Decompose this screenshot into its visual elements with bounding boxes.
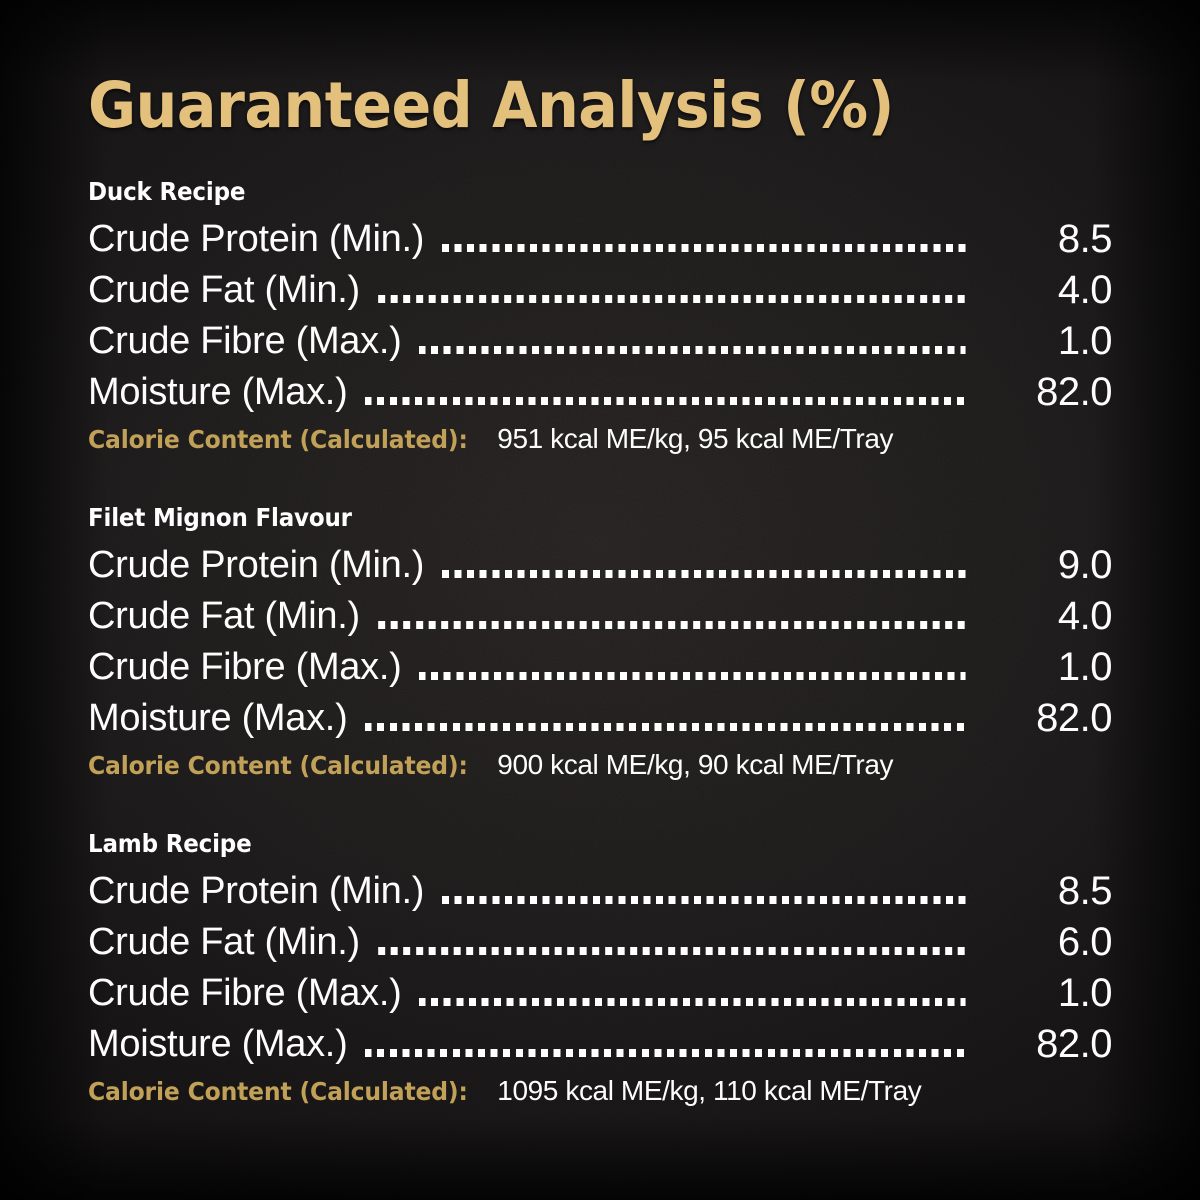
nutrient-value: 6.0 — [1057, 920, 1113, 964]
nutrient-value: 82.0 — [1036, 1022, 1112, 1066]
nutrient-value: 82.0 — [1036, 370, 1112, 414]
dotted-leader — [365, 1049, 966, 1057]
dotted-leader — [377, 295, 966, 303]
nutrient-value: 4.0 — [1057, 594, 1113, 638]
nutrient-label: Crude Fat (Min.) — [88, 269, 360, 311]
analysis-row: Crude Fibre (Max.) 1.0 — [88, 966, 1113, 1017]
nutrient-value: 4.0 — [1057, 268, 1113, 312]
nutrient-label: Moisture (Max.) — [88, 697, 348, 739]
nutrient-label: Crude Fibre (Max.) — [88, 972, 402, 1014]
dotted-leader — [442, 896, 966, 904]
analysis-row: Crude Fibre (Max.) 1.0 — [88, 314, 1113, 365]
nutrient-value: 1.0 — [1057, 971, 1113, 1015]
recipe-section-filet-mignon: Filet Mignon Flavour Crude Protein (Min.… — [88, 503, 1113, 787]
recipe-heading: Lamb Recipe — [88, 829, 252, 858]
nutrient-value: 1.0 — [1057, 319, 1113, 363]
dotted-leader — [377, 947, 966, 955]
nutrient-label: Crude Protein (Min.) — [88, 218, 425, 260]
dotted-leader — [442, 244, 966, 252]
calorie-content-line: Calorie Content (Calculated): 1095 kcal … — [88, 1074, 1112, 1113]
nutrient-value: 82.0 — [1036, 696, 1112, 740]
analysis-row: Moisture (Max.) 82.0 — [88, 691, 1113, 742]
nutrient-value: 8.5 — [1057, 217, 1113, 261]
calorie-content-label: Calorie Content (Calculated): — [88, 1077, 468, 1106]
nutrient-label: Moisture (Max.) — [88, 371, 348, 413]
recipe-section-lamb: Lamb Recipe Crude Protein (Min.) 8.5 Cru… — [88, 829, 1113, 1113]
dotted-leader — [442, 570, 966, 578]
analysis-row: Crude Protein (Min.) 8.5 — [88, 212, 1113, 263]
calorie-content-label: Calorie Content (Calculated): — [88, 751, 468, 780]
calorie-content-value: 1095 kcal ME/kg, 110 kcal ME/Tray — [489, 1075, 922, 1106]
recipe-section-duck: Duck Recipe Crude Protein (Min.) 8.5 Cru… — [88, 177, 1113, 461]
nutrient-label: Crude Fibre (Max.) — [88, 320, 402, 362]
dotted-leader — [419, 998, 966, 1006]
analysis-row: Crude Protein (Min.) 8.5 — [88, 864, 1113, 915]
analysis-row: Crude Fibre (Max.) 1.0 — [88, 640, 1113, 691]
dotted-leader — [377, 621, 966, 629]
nutrient-value: 9.0 — [1057, 543, 1113, 587]
calorie-content-value: 951 kcal ME/kg, 95 kcal ME/Tray — [489, 423, 894, 454]
analysis-row: Crude Fat (Min.) 6.0 — [88, 915, 1113, 966]
nutrient-label: Crude Fat (Min.) — [88, 595, 360, 637]
nutrient-label: Crude Protein (Min.) — [88, 870, 425, 912]
dotted-leader — [365, 723, 966, 731]
nutrient-label: Moisture (Max.) — [88, 1023, 348, 1065]
analysis-row: Crude Protein (Min.) 9.0 — [88, 538, 1113, 589]
analysis-row: Moisture (Max.) 82.0 — [88, 1017, 1113, 1068]
nutrient-value: 8.5 — [1057, 869, 1113, 913]
dotted-leader — [419, 346, 966, 354]
calorie-content-value: 900 kcal ME/kg, 90 kcal ME/Tray — [489, 749, 894, 780]
calorie-content-line: Calorie Content (Calculated): 900 kcal M… — [88, 748, 1112, 787]
recipe-heading: Duck Recipe — [88, 177, 246, 206]
analysis-row: Crude Fat (Min.) 4.0 — [88, 263, 1113, 314]
dotted-leader — [365, 397, 966, 405]
dotted-leader — [419, 672, 966, 680]
recipe-heading: Filet Mignon Flavour — [88, 503, 352, 532]
page-title: Guaranteed Analysis (%) — [88, 69, 894, 142]
calorie-content-label: Calorie Content (Calculated): — [88, 425, 468, 454]
analysis-row: Moisture (Max.) 82.0 — [88, 365, 1113, 416]
nutrient-label: Crude Protein (Min.) — [88, 544, 425, 586]
calorie-content-line: Calorie Content (Calculated): 951 kcal M… — [88, 422, 1112, 461]
nutrient-label: Crude Fibre (Max.) — [88, 646, 402, 688]
nutrient-label: Crude Fat (Min.) — [88, 921, 360, 963]
nutrient-value: 1.0 — [1057, 645, 1113, 689]
analysis-row: Crude Fat (Min.) 4.0 — [88, 589, 1113, 640]
